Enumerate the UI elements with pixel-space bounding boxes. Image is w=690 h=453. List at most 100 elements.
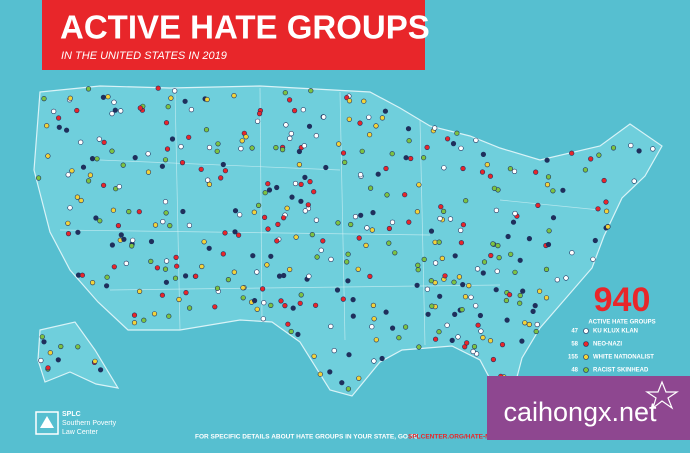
group-marker: [512, 210, 518, 217]
group-marker: [545, 174, 552, 180]
us-map: [33, 85, 663, 397]
group-marker: [193, 273, 199, 279]
group-marker: [281, 272, 287, 279]
group-marker: [544, 182, 551, 188]
group-marker: [162, 157, 169, 163]
group-marker: [550, 215, 557, 221]
group-marker: [288, 328, 294, 335]
group-marker: [44, 123, 50, 129]
group-marker: [262, 190, 268, 196]
group-marker: [167, 223, 173, 229]
group-marker: [205, 177, 211, 183]
group-marker: [148, 238, 155, 245]
group-marker: [314, 254, 320, 260]
group-marker: [373, 123, 379, 129]
group-marker: [254, 306, 260, 312]
group-marker: [166, 313, 172, 319]
group-marker: [473, 303, 479, 309]
group-marker: [403, 324, 409, 330]
group-marker: [215, 141, 221, 147]
group-marker: [490, 356, 497, 363]
group-marker: [260, 286, 266, 292]
group-marker: [273, 145, 279, 151]
group-marker: [85, 86, 92, 92]
group-marker: [464, 340, 470, 346]
logo-name: SPLC: [62, 411, 81, 418]
group-marker: [67, 95, 73, 101]
group-marker: [268, 253, 274, 259]
group-marker: [92, 358, 98, 364]
group-marker: [462, 294, 469, 300]
group-marker: [180, 208, 186, 215]
title-banner: [42, 0, 425, 70]
group-marker: [459, 307, 465, 313]
group-marker: [357, 120, 363, 126]
group-marker: [494, 268, 500, 274]
group-marker: [103, 283, 110, 289]
logo-line: Law Center: [62, 429, 98, 436]
group-marker: [112, 107, 118, 113]
group-marker: [610, 145, 617, 151]
group-marker: [636, 148, 642, 154]
group-marker: [220, 161, 226, 168]
group-marker: [251, 209, 257, 215]
group-marker: [159, 163, 165, 169]
group-marker: [544, 157, 550, 163]
group-marker: [382, 108, 389, 114]
group-marker: [236, 232, 242, 238]
group-marker: [495, 243, 501, 249]
group-marker: [421, 256, 427, 263]
group-marker: [311, 353, 317, 359]
legend-swatch: [583, 328, 589, 334]
group-marker: [533, 328, 539, 335]
group-marker: [336, 141, 342, 147]
group-marker: [274, 184, 280, 191]
group-marker: [390, 325, 396, 331]
group-marker: [284, 205, 290, 211]
group-marker: [335, 220, 341, 226]
group-marker: [116, 184, 122, 190]
group-marker: [452, 253, 458, 259]
group-marker: [369, 324, 375, 330]
group-marker: [109, 110, 115, 117]
group-marker: [218, 175, 224, 181]
group-marker: [441, 165, 447, 171]
group-marker: [359, 148, 365, 154]
group-marker: [298, 198, 304, 204]
group-marker: [80, 164, 87, 170]
group-marker: [442, 273, 448, 279]
group-marker: [164, 146, 171, 152]
footer-link[interactable]: SPLCENTER.ORG/HATE-M: [408, 434, 491, 441]
group-marker: [480, 151, 487, 157]
group-marker: [203, 127, 210, 133]
group-marker: [261, 300, 267, 306]
group-marker: [162, 199, 169, 205]
state-border: [99, 159, 341, 171]
group-marker: [451, 279, 457, 285]
group-marker: [406, 138, 412, 144]
group-marker: [350, 297, 356, 303]
group-marker: [111, 264, 117, 270]
group-marker: [348, 221, 354, 228]
group-marker: [503, 297, 510, 304]
legend-count: 155: [568, 355, 579, 361]
group-marker: [240, 295, 246, 301]
group-marker: [78, 139, 84, 145]
group-marker: [569, 250, 575, 256]
group-marker: [41, 95, 47, 102]
group-marker: [631, 178, 637, 184]
group-marker: [345, 278, 351, 284]
group-marker: [563, 275, 569, 281]
group-marker: [69, 168, 75, 174]
watermark-text: caihongx.net: [503, 397, 657, 427]
group-marker: [302, 174, 308, 180]
group-marker: [505, 233, 511, 240]
group-marker: [178, 144, 184, 150]
group-marker: [249, 145, 255, 151]
group-marker: [132, 155, 138, 161]
group-marker: [342, 159, 348, 165]
group-marker: [136, 209, 142, 215]
group-marker: [38, 357, 44, 364]
group-marker: [628, 142, 634, 149]
group-marker: [512, 269, 518, 275]
